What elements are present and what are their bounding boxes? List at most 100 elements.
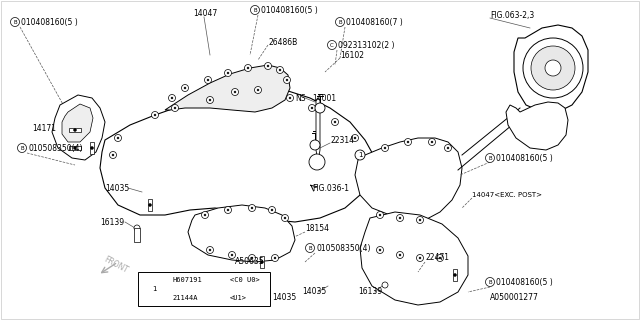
Circle shape [269, 206, 275, 213]
Circle shape [429, 139, 435, 146]
Circle shape [154, 114, 156, 116]
Circle shape [382, 282, 388, 288]
Circle shape [207, 97, 214, 103]
Circle shape [289, 97, 291, 99]
Text: A50635: A50635 [235, 258, 264, 267]
Circle shape [248, 254, 255, 261]
Circle shape [308, 105, 316, 111]
Circle shape [311, 107, 313, 109]
Circle shape [267, 65, 269, 67]
Circle shape [315, 103, 325, 113]
Polygon shape [355, 138, 462, 220]
Circle shape [228, 252, 236, 259]
Circle shape [309, 154, 325, 170]
Circle shape [282, 214, 289, 221]
Circle shape [287, 94, 294, 101]
Circle shape [255, 86, 262, 93]
Text: 010408160(5 ): 010408160(5 ) [496, 154, 553, 163]
Text: C: C [330, 43, 334, 47]
Circle shape [274, 257, 276, 259]
Circle shape [227, 72, 229, 74]
Circle shape [354, 137, 356, 139]
Text: FIG.063-2,3: FIG.063-2,3 [490, 11, 534, 20]
Polygon shape [506, 102, 568, 150]
Text: 1: 1 [358, 152, 362, 158]
Text: 14035: 14035 [105, 183, 129, 193]
Text: FIG.036-1: FIG.036-1 [312, 183, 349, 193]
Circle shape [171, 97, 173, 99]
Circle shape [225, 206, 232, 213]
Bar [148, 199, 152, 211]
Circle shape [279, 69, 281, 71]
Circle shape [260, 260, 264, 263]
Circle shape [10, 18, 19, 27]
Text: 26486B: 26486B [268, 37, 297, 46]
Circle shape [134, 225, 140, 231]
Polygon shape [360, 212, 468, 305]
Polygon shape [316, 98, 320, 162]
Circle shape [172, 105, 179, 111]
Text: 18154: 18154 [305, 223, 329, 233]
Circle shape [248, 204, 255, 212]
Circle shape [431, 141, 433, 143]
Text: 16139: 16139 [100, 218, 124, 227]
Circle shape [445, 145, 451, 151]
Polygon shape [514, 25, 588, 112]
Circle shape [454, 274, 456, 276]
Circle shape [376, 246, 383, 253]
Circle shape [184, 87, 186, 89]
Circle shape [334, 121, 336, 123]
Text: <C0 U0>: <C0 U0> [230, 277, 260, 284]
Circle shape [251, 257, 253, 259]
Text: 14047: 14047 [193, 9, 217, 18]
Circle shape [419, 219, 421, 221]
Circle shape [90, 147, 93, 149]
Circle shape [257, 89, 259, 91]
Circle shape [305, 244, 314, 252]
Bar [134, 228, 140, 242]
Circle shape [251, 207, 253, 209]
Text: 092313102(2 ): 092313102(2 ) [338, 41, 394, 50]
Circle shape [284, 217, 286, 219]
Text: B: B [308, 245, 312, 251]
Circle shape [117, 137, 119, 139]
Bar [90, 142, 94, 154]
Circle shape [545, 60, 561, 76]
Circle shape [351, 134, 358, 141]
Bar [69, 128, 81, 132]
Text: B: B [488, 279, 492, 284]
Text: NS: NS [295, 93, 305, 102]
Circle shape [148, 204, 152, 206]
Text: 22314: 22314 [330, 135, 354, 145]
Bar [260, 256, 264, 268]
Polygon shape [52, 95, 105, 160]
Circle shape [436, 254, 444, 261]
Text: 010408160(5 ): 010408160(5 ) [21, 18, 77, 27]
Polygon shape [62, 104, 93, 142]
Text: 14047<EXC. POST>: 14047<EXC. POST> [472, 192, 542, 198]
Circle shape [182, 84, 189, 92]
Text: 010408160(5 ): 010408160(5 ) [496, 277, 553, 286]
Circle shape [355, 150, 365, 160]
Text: B: B [488, 156, 492, 161]
Circle shape [404, 139, 412, 146]
Text: <U1>: <U1> [230, 294, 247, 300]
Circle shape [74, 129, 77, 132]
Text: 010508350(4): 010508350(4) [28, 143, 83, 153]
Circle shape [284, 76, 291, 84]
Circle shape [112, 154, 114, 156]
Circle shape [231, 254, 233, 256]
Circle shape [310, 140, 320, 150]
Circle shape [381, 145, 388, 151]
Circle shape [207, 246, 214, 253]
Circle shape [247, 67, 249, 69]
Circle shape [205, 76, 211, 84]
Circle shape [225, 69, 232, 76]
Text: FRONT: FRONT [102, 255, 129, 275]
Circle shape [486, 154, 495, 163]
Text: 16102: 16102 [340, 51, 364, 60]
Circle shape [234, 91, 236, 93]
Circle shape [174, 107, 176, 109]
Circle shape [447, 147, 449, 149]
Circle shape [328, 41, 337, 50]
